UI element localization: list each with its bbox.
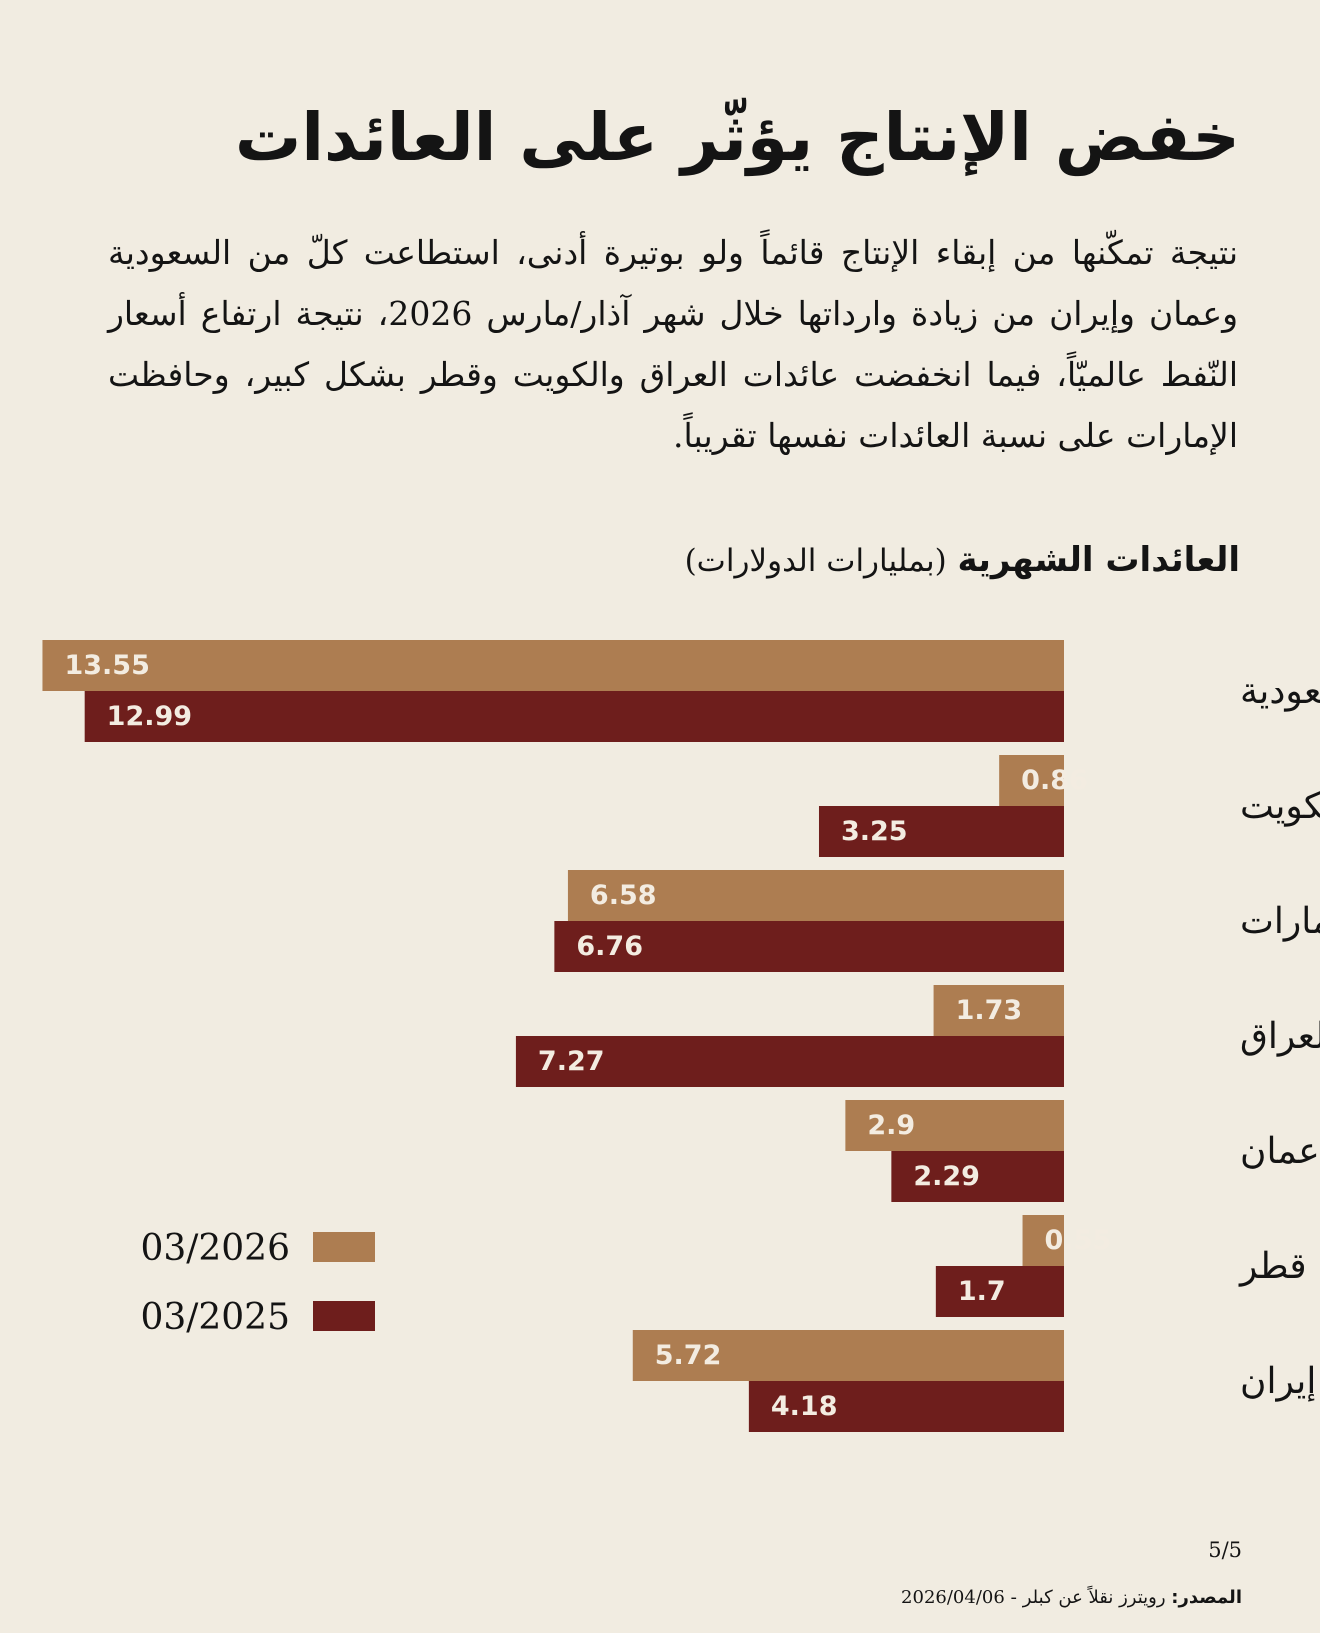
bar-value-2026-cat-2: 6.58	[590, 880, 657, 911]
intro-paragraph: نتيجة تمكّنها من إبقاء الإنتاج قائماً ول…	[108, 233, 1239, 455]
category-label-cat-1: الكويت	[1240, 786, 1320, 827]
category-label-cat-5: قطر	[1238, 1246, 1307, 1287]
bar-value-2025-cat-5: 1.7	[958, 1276, 1006, 1307]
bar-2025-cat-5	[935, 1266, 1064, 1317]
bar-2026-cat-1	[999, 755, 1064, 806]
bar-value-2025-cat-0: 12.99	[107, 701, 192, 732]
category-label-cat-0: السعودية	[1240, 671, 1320, 712]
legend-swatch-2026	[313, 1232, 375, 1262]
bar-2025-cat-4	[891, 1151, 1064, 1202]
legend-label-2026: 03/2026	[140, 1228, 290, 1269]
bar-2026-cat-2	[567, 870, 1064, 921]
bar-2026-cat-6	[632, 1330, 1064, 1381]
bar-value-2025-cat-2: 6.76	[576, 931, 643, 962]
bar-value-2026-cat-3: 1.73	[956, 995, 1023, 1026]
page-title: خفض الإنتاج يؤثّر على العائدات	[235, 99, 1240, 176]
bar-value-2025-cat-4: 2.29	[913, 1161, 980, 1192]
legend-label-2025: 03/2025	[140, 1297, 290, 1338]
category-label-cat-6: إيران	[1240, 1361, 1316, 1402]
bar-2025-cat-1	[818, 806, 1064, 857]
bar-2025-cat-2	[554, 921, 1064, 972]
chart-title-unit: (بمليارات الدولارات)	[684, 543, 947, 579]
bar-value-2025-cat-3: 7.27	[538, 1046, 605, 1077]
bar-value-2026-cat-6: 5.72	[655, 1340, 722, 1371]
source-label: المصدر:	[1171, 1587, 1242, 1608]
bar-value-2025-cat-6: 4.18	[771, 1391, 838, 1422]
bar-value-2026-cat-4: 2.9	[867, 1110, 915, 1141]
page-number: 5/5	[1208, 1538, 1242, 1562]
category-label-cat-4: عمان	[1240, 1131, 1320, 1172]
bar-2026-cat-0	[42, 640, 1064, 691]
bar-value-2026-cat-1: 0.86	[1021, 765, 1088, 796]
bar-value-2025-cat-1: 3.25	[841, 816, 908, 847]
legend-swatch-2025	[313, 1301, 375, 1331]
bar-2026-cat-5	[1022, 1215, 1064, 1266]
bar-value-2026-cat-5: 0.55	[1045, 1225, 1112, 1256]
source-date: 2026/04/06	[901, 1587, 1005, 1608]
chart-title-main: العائدات الشهرية	[957, 540, 1240, 580]
category-label-cat-2: الإمارات	[1240, 901, 1320, 942]
bar-value-2026-cat-0: 13.55	[64, 650, 149, 681]
chart-title: العائدات الشهرية (بمليارات الدولارات)	[685, 535, 1240, 586]
bar-2025-cat-0	[84, 691, 1064, 742]
source-note: المصدر: رويترز نقلاً عن كبلر - 2026/04/0…	[901, 1584, 1242, 1612]
category-label-cat-3: العراق	[1240, 1016, 1320, 1057]
bar-2026-cat-3	[933, 985, 1064, 1036]
bar-2025-cat-3	[515, 1036, 1064, 1087]
source-text: رويترز نقلاً عن كبلر -	[1010, 1587, 1166, 1608]
bar-2026-cat-4	[845, 1100, 1064, 1151]
bar-2025-cat-6	[748, 1381, 1064, 1432]
